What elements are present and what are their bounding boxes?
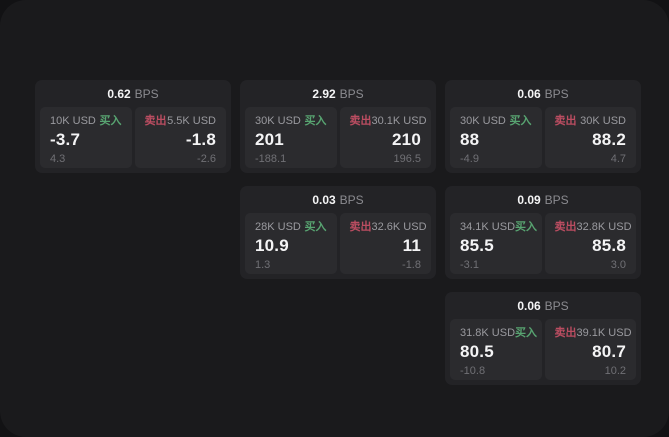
buy-quote-panel[interactable]: 30K USD 买入 88 -4.9 [450,107,542,168]
price-value: 88.2 [592,130,626,149]
price-value: 80.7 [592,342,626,361]
bps-unit: BPS [134,86,159,101]
price-value: 11 [402,236,421,255]
delta-value: -4.9 [460,153,479,165]
delta-value: 4.3 [50,153,66,165]
notional-amount: 32.8K USD [576,221,632,233]
notional-amount: 34.1K USD [460,221,516,233]
price-value: 85.8 [592,236,626,255]
buy-quote-panel[interactable]: 10K USD 买入 -3.7 4.3 [40,107,132,168]
sell-label: 卖出 [144,115,167,127]
delta-value: 3.0 [610,259,626,271]
sell-label: 卖出 [349,115,372,127]
sell-quote-panel[interactable]: 卖出 30K USD 88.2 4.7 [544,107,636,168]
buy-label: 买入 [304,115,327,127]
bps-value: 2.92 [312,86,336,101]
price-value: -1.8 [185,130,216,149]
delta-value: -10.8 [460,365,486,377]
notional-amount: 32.6K USD [371,221,427,233]
notional-amount: 5.5K USD [167,115,216,127]
sell-quote-panel[interactable]: 卖出 32.6K USD 11 -1.8 [339,213,431,274]
notional-amount: 10K USD [50,115,96,127]
price-value: -3.7 [50,130,81,149]
bps-unit: BPS [544,192,569,207]
quote-card: 0.62 BPS 10K USD 买入 -3.7 4.3 卖出 5.5K USD… [35,80,231,173]
buy-label: 买入 [99,115,122,127]
quote-card: 0.06 BPS 31.8K USD 买入 80.5 -10.8 卖出 39.1… [445,292,641,385]
delta-value: 196.5 [393,153,421,165]
bps-value: 0.09 [517,192,541,207]
bps-unit: BPS [339,86,364,101]
bps-value: 0.06 [517,298,541,313]
notional-amount: 30.1K USD [371,115,427,127]
bps-header: 2.92 BPS [245,80,431,107]
sell-quote-panel[interactable]: 卖出 5.5K USD -1.8 -2.6 [134,107,226,168]
notional-amount: 31.8K USD [460,327,516,339]
delta-value: 10.2 [604,365,626,377]
notional-amount: 39.1K USD [576,327,632,339]
bps-value: 0.62 [107,86,131,101]
price-value: 201 [255,130,284,149]
price-value: 210 [392,130,421,149]
bps-header: 0.03 BPS [245,186,431,213]
sell-quote-panel[interactable]: 卖出 32.8K USD 85.8 3.0 [544,213,636,274]
buy-quote-panel[interactable]: 30K USD 买入 201 -188.1 [245,107,337,168]
bps-value: 0.06 [517,86,541,101]
delta-value: -3.1 [460,259,479,271]
bps-value: 0.03 [312,192,336,207]
bps-unit: BPS [544,86,569,101]
buy-label: 买入 [515,327,538,339]
bps-header: 0.06 BPS [450,292,636,319]
notional-amount: 28K USD [255,221,301,233]
delta-value: 1.3 [255,259,271,271]
delta-value: -188.1 [255,153,287,165]
bps-header: 0.09 BPS [450,186,636,213]
bps-unit: BPS [339,192,364,207]
delta-value: -2.6 [197,153,216,165]
price-value: 80.5 [460,342,494,361]
buy-quote-panel[interactable]: 28K USD 买入 10.9 1.3 [245,213,337,274]
quote-card: 0.06 BPS 30K USD 买入 88 -4.9 卖出 30K USD 8… [445,80,641,173]
notional-amount: 30K USD [580,115,626,127]
sell-label: 卖出 [349,221,372,233]
sell-quote-panel[interactable]: 卖出 39.1K USD 80.7 10.2 [544,319,636,380]
bps-unit: BPS [544,298,569,313]
price-value: 85.5 [460,236,494,255]
quote-card: 2.92 BPS 30K USD 买入 201 -188.1 卖出 30.1K … [240,80,436,173]
price-value: 10.9 [255,236,289,255]
sell-label: 卖出 [554,115,577,127]
bps-header: 0.06 BPS [450,80,636,107]
quote-card: 0.03 BPS 28K USD 买入 10.9 1.3 卖出 32.6K US… [240,186,436,279]
buy-quote-panel[interactable]: 31.8K USD 买入 80.5 -10.8 [450,319,542,380]
sell-label: 卖出 [554,221,577,233]
buy-label: 买入 [509,115,532,127]
notional-amount: 30K USD [255,115,301,127]
buy-label: 买入 [515,221,538,233]
buy-quote-panel[interactable]: 34.1K USD 买入 85.5 -3.1 [450,213,542,274]
sell-label: 卖出 [554,327,577,339]
buy-label: 买入 [304,221,327,233]
sell-quote-panel[interactable]: 卖出 30.1K USD 210 196.5 [339,107,431,168]
bps-header: 0.62 BPS [40,80,226,107]
price-value: 88 [460,130,480,149]
delta-value: -1.8 [402,259,421,271]
notional-amount: 30K USD [460,115,506,127]
quote-card: 0.09 BPS 34.1K USD 买入 85.5 -3.1 卖出 32.8K… [445,186,641,279]
delta-value: 4.7 [610,153,626,165]
